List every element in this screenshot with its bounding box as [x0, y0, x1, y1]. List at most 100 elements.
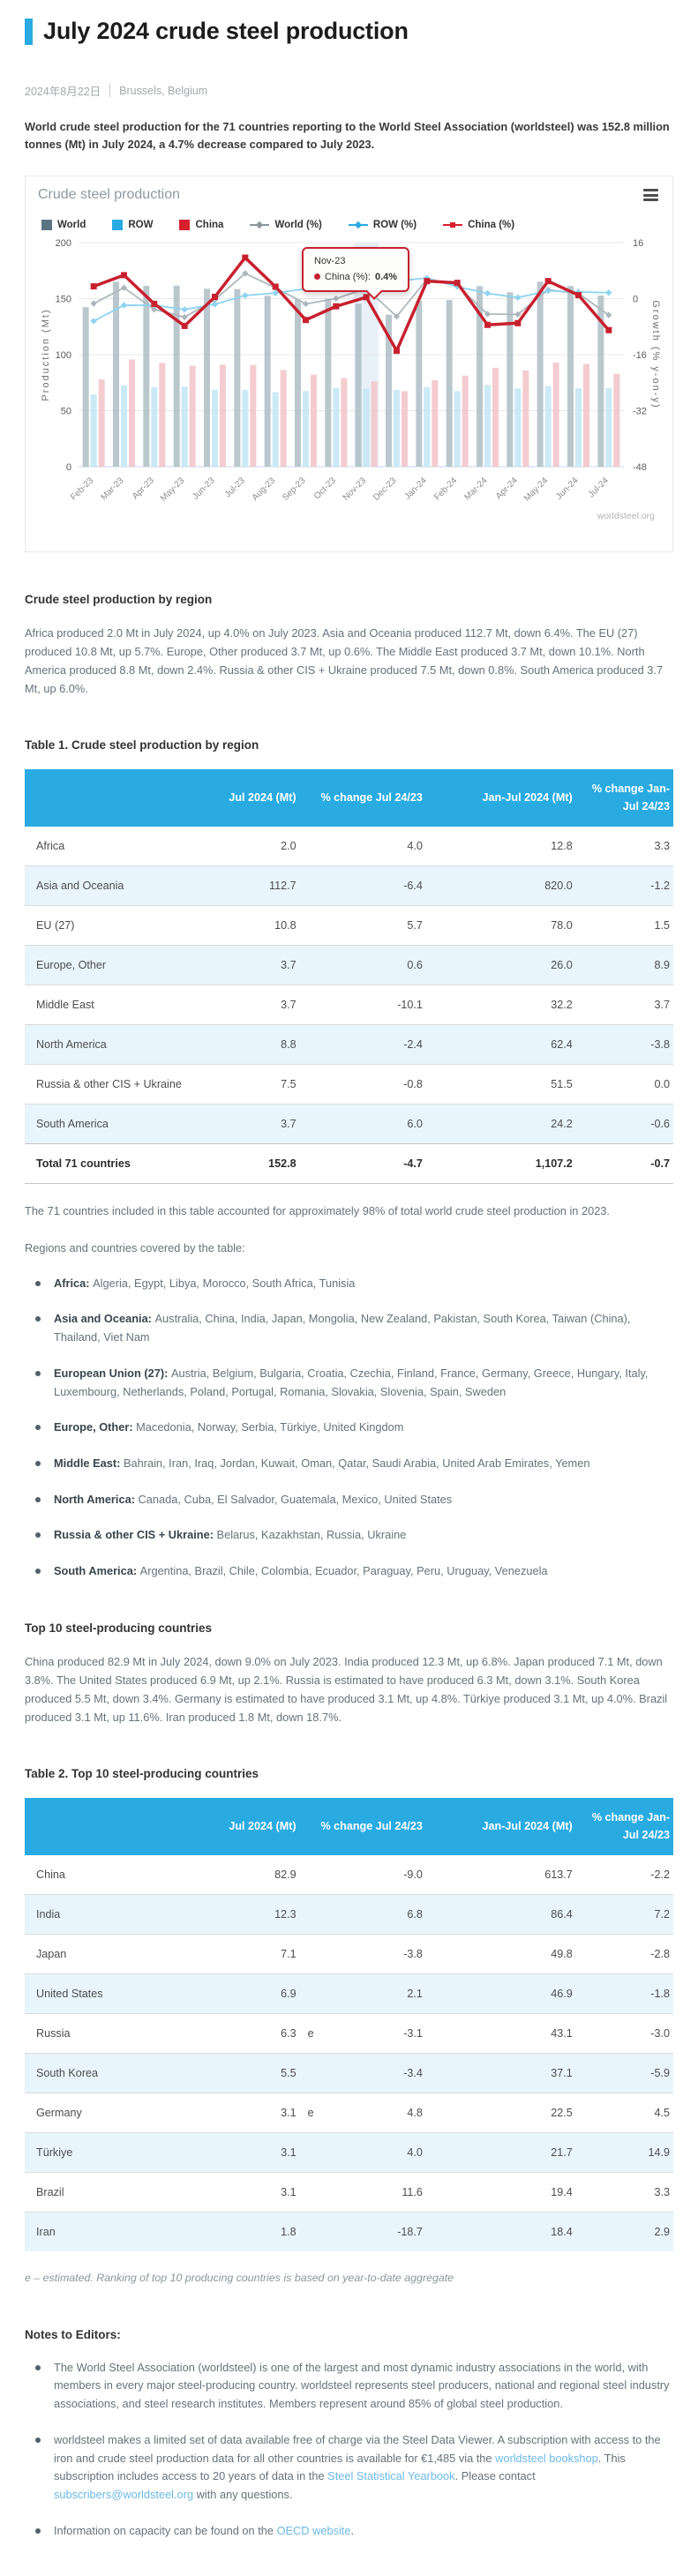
cell-value: -3.8 [575, 1024, 673, 1065]
chart-legend: World ROW China World (%) ROW (%) China (%) [41, 219, 660, 230]
cell-value: 46.9 [425, 1973, 576, 2014]
note-text: Information on capacity can be found on … [54, 2523, 277, 2537]
cell-value: 4.0 [299, 2132, 426, 2173]
svg-text:50: 50 [61, 406, 71, 416]
cell-value: 152.8 [200, 1143, 300, 1185]
cell-value: 2.1 [299, 1973, 426, 2014]
table-header-row: Jul 2024 (Mt)% change Jul 24/23 Jan-Jul 2… [25, 769, 673, 827]
column-header [25, 769, 201, 827]
cell-value: 3.1 e [200, 2093, 314, 2133]
chart-title: Crude steel production [38, 187, 180, 203]
cell-value: 5.7 [299, 905, 426, 946]
cell-value: -3.4 [299, 2053, 426, 2093]
region-list-item: Africa: Algeria, Egypt, Libya, Morocco, … [34, 1275, 673, 1293]
legend-label: China [195, 219, 224, 230]
legend-item-row[interactable]: ROW (%) [348, 220, 417, 230]
table-row: United States 6.9 2.1 46.9 -1.8 [25, 1973, 673, 2014]
chart-watermark: worldsteel.org [597, 510, 655, 521]
note-link[interactable]: OECD website [276, 2523, 351, 2537]
table-row: South America 3.7 6.0 24.2 -0.6 [25, 1104, 673, 1144]
row-label: India [25, 1894, 201, 1935]
region-countries: Austria, Belgium, Bulgaria, Croatia, Cze… [54, 1366, 649, 1398]
legend-line-swatch-icon [443, 220, 463, 230]
region-countries: Australia, China, India, Japan, Mongolia… [54, 1312, 631, 1344]
table-row: South Korea 5.5 -3.4 37.1 -5.9 [25, 2053, 673, 2093]
legend-square-swatch-icon [41, 219, 52, 230]
svg-text:150: 150 [56, 294, 71, 304]
column-header [25, 1798, 201, 1856]
region-list-item: Asia and Oceania: Australia, China, Indi… [34, 1310, 673, 1346]
page-title: July 2024 crude steel production [43, 18, 409, 44]
svg-text:Feb-24: Feb-24 [432, 476, 459, 502]
hamburger-menu-icon[interactable] [642, 185, 660, 206]
svg-text:100: 100 [56, 350, 71, 361]
cell-value: 19.4 [425, 2172, 576, 2213]
note-link[interactable]: Steel Statistical Yearbook [327, 2469, 455, 2483]
svg-text:16: 16 [633, 238, 643, 249]
row-label: Asia and Oceania [25, 865, 201, 906]
note-link[interactable]: subscribers@worldsteel.org [54, 2488, 194, 2502]
column-header: Jul 2024 (Mt) [200, 1798, 300, 1856]
cell-value: 26.0 [425, 945, 576, 985]
region-name: South America: [54, 1564, 140, 1578]
cell-value: 112.7 [200, 865, 300, 906]
cell-value: 43.1 [425, 2013, 576, 2054]
cell-value: 37.1 [425, 2053, 576, 2093]
svg-text:0: 0 [66, 462, 71, 473]
note-text: . This subscription includes access to 2… [54, 2451, 626, 2483]
region-countries: Canada, Cuba, El Salvador, Guatemala, Me… [138, 1492, 453, 1506]
cell-value: -4.7 [299, 1143, 426, 1185]
cell-value: -1.2 [575, 865, 673, 906]
legend-item-row[interactable]: ROW [112, 219, 153, 230]
legend-item-china[interactable]: China [179, 219, 224, 230]
legend-label: World [57, 219, 86, 230]
row-label: Middle East [25, 985, 201, 1025]
region-countries: Macedonia, Norway, Serbia, Türkiye, Unit… [136, 1420, 404, 1434]
legend-item-china[interactable]: China (%) [443, 220, 514, 230]
notes-list-item: Information on capacity can be found on … [34, 2522, 673, 2541]
table-row: China 82.9 -9.0 613.7 -2.2 [25, 1855, 673, 1895]
cell-value: 22.5 [425, 2093, 576, 2133]
column-header: % change Jan-Jul 24/23 [575, 769, 673, 827]
cell-value: 3.1 [200, 2132, 300, 2173]
legend-item-world[interactable]: World (%) [250, 220, 322, 230]
row-label: Total 71 countries [25, 1143, 201, 1185]
region-list-item: Russia & other CIS + Ukraine: Belarus, K… [34, 1526, 673, 1545]
cell-value: 613.7 [544, 1868, 573, 1882]
region-countries: Algeria, Egypt, Libya, Morocco, South Af… [93, 1276, 356, 1290]
cell-value: 4.8 [299, 2093, 426, 2133]
cell-value: 14.9 [575, 2132, 673, 2173]
chart-tooltip: Nov-23 China (%): 0.4% [302, 246, 410, 300]
cell-value: 6.0 [299, 1104, 426, 1144]
region-countries: Belarus, Kazakhstan, Russia, Ukraine [216, 1528, 407, 1542]
note-link[interactable]: worldsteel bookshop [495, 2451, 598, 2465]
table1: Jul 2024 (Mt)% change Jul 24/23 Jan-Jul 2… [25, 769, 673, 1185]
cell-value: 6.8 [299, 1894, 426, 1935]
region-name: North America: [54, 1492, 139, 1506]
cell-value: 78.0 [425, 905, 576, 946]
table2-footnote: e – estimated. Ranking of top 10 produci… [25, 2272, 454, 2285]
cell-value: 2.9 [575, 2212, 673, 2252]
svg-text:Nov-23: Nov-23 [341, 476, 369, 503]
legend-label: China (%) [468, 219, 515, 230]
cell-value: 51.5 [425, 1064, 576, 1105]
top10-heading: Top 10 steel-producing countries [25, 1621, 213, 1635]
note-text: . [350, 2523, 355, 2537]
row-label: China [36, 1868, 65, 1882]
cell-value: 820.0 [425, 865, 576, 906]
date-text: 2024年8月22日 [25, 86, 101, 98]
cell-value: 3.7 [200, 1104, 300, 1144]
row-label: Japan [25, 1934, 201, 1974]
region-list-item: European Union (27): Austria, Belgium, B… [34, 1365, 673, 1401]
table2: Jul 2024 (Mt)% change Jul 24/23 Jan-Jul 2… [25, 1798, 673, 2252]
tooltip-series-label: China (%): [325, 271, 371, 282]
row-label: Iran [25, 2212, 201, 2252]
table-row: Russia & other CIS + Ukraine 7.5 -0.8 51.5 0… [25, 1064, 673, 1105]
row-label: Russia [25, 2013, 201, 2054]
table1-note: The 71 countries included in this table … [25, 1204, 610, 1218]
cell-value: 3.7 [200, 985, 300, 1025]
legend-item-world[interactable]: World [41, 219, 86, 230]
cell-value: 24.2 [425, 1104, 576, 1144]
